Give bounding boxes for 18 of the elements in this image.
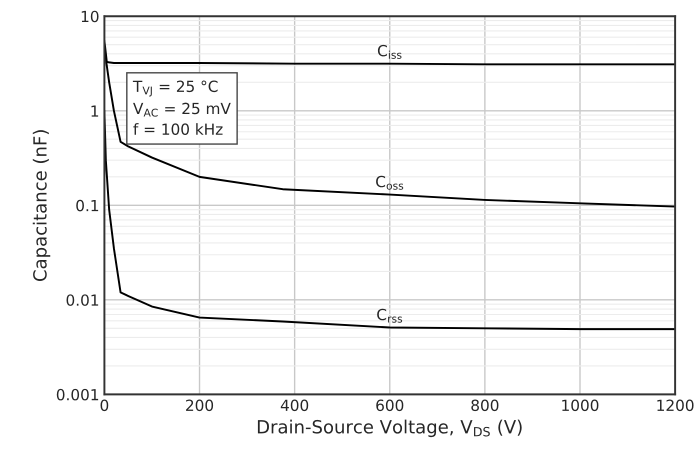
series-label: C$_{rss}$	[377, 308, 402, 323]
x-tick-label: 800	[471, 400, 498, 412]
x-axis-title: Drain-Source Voltage, V$_{DS}$ (V)	[258, 420, 522, 438]
x-tick-label: 600	[376, 400, 404, 412]
y-tick-label: 0.1	[76, 200, 98, 212]
x-tick-label: 1000	[562, 400, 598, 412]
y-tick-label: 0.01	[66, 294, 98, 306]
series-label: C$_{oss}$	[376, 176, 404, 190]
x-tick-label: 0	[100, 400, 108, 412]
series-label: C$_{iss}$	[378, 44, 402, 59]
text: T$_{VJ}$ = 25 °C V$_{AC}$ = 25 mV f = 100 kHz	[132, 80, 231, 135]
y-axis-title: Capacitance (nF)	[32, 130, 50, 282]
x-tick-label: 200	[186, 400, 214, 412]
x-tick-label: 1200	[657, 400, 694, 412]
y-tick-label: 1	[91, 105, 98, 117]
x-tick-label: 400	[280, 400, 308, 412]
y-tick-label: 0.001	[56, 388, 98, 400]
y-tick-label: 10	[82, 10, 99, 22]
